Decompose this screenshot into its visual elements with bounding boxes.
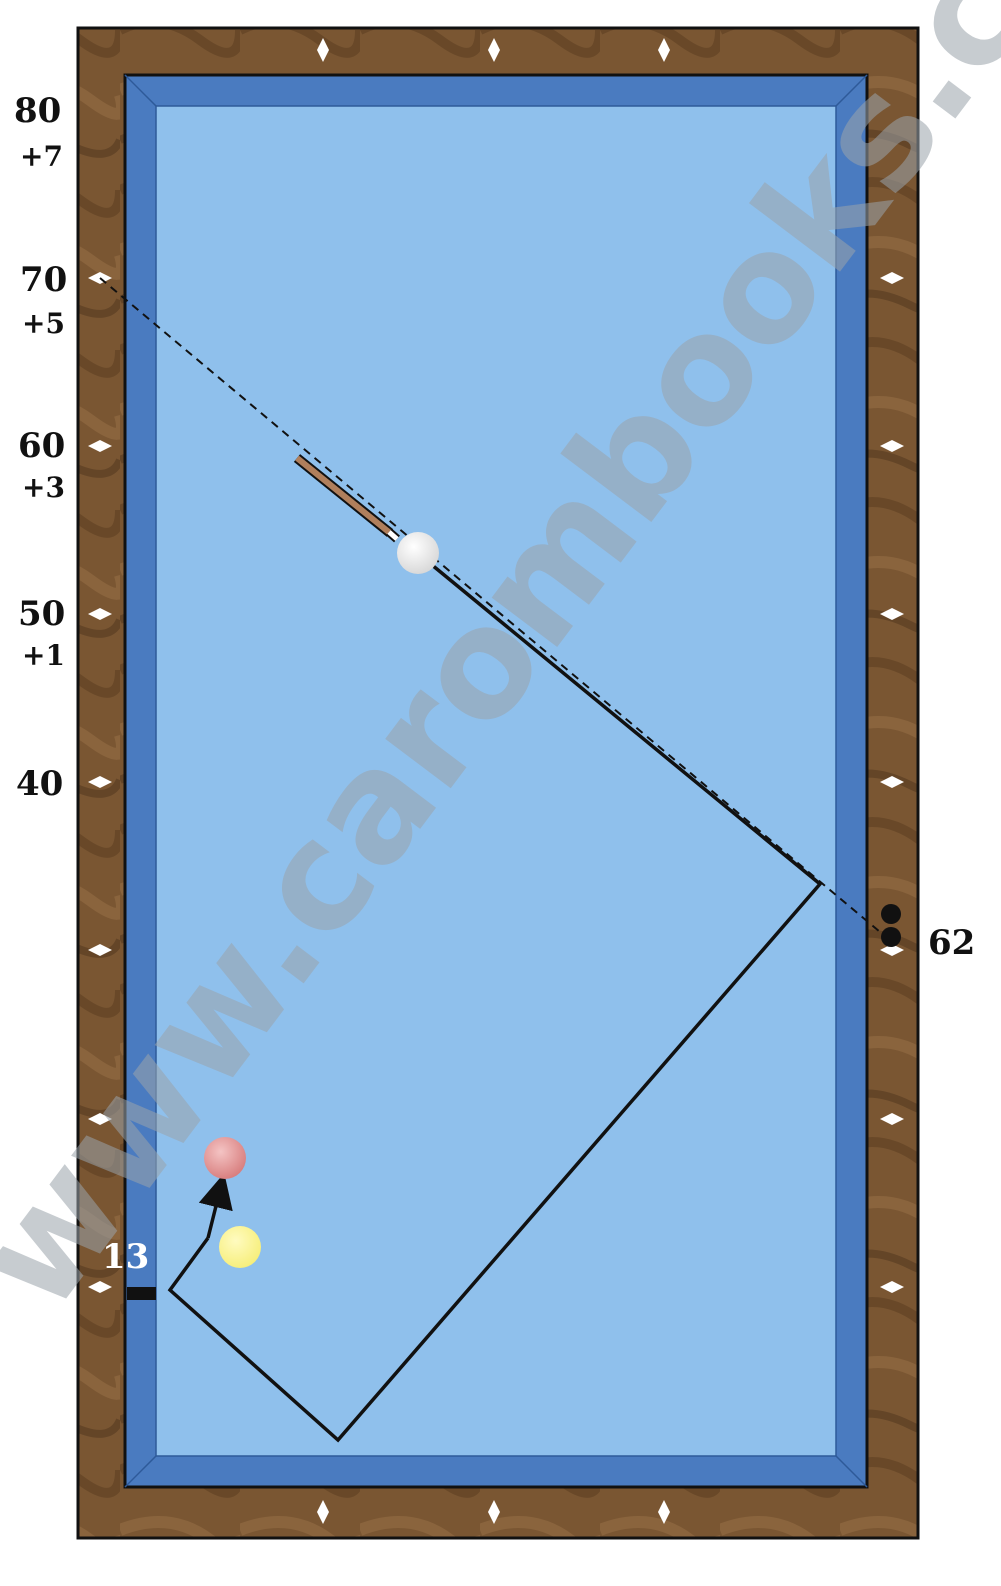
table-cloth bbox=[155, 105, 837, 1457]
diamond-right-3 bbox=[880, 608, 904, 620]
object-ball-red bbox=[204, 1137, 246, 1179]
cushion-bevels bbox=[124, 74, 868, 1488]
aim-line bbox=[99, 277, 893, 943]
diamond-left-2 bbox=[88, 440, 112, 452]
diamond-right-2 bbox=[880, 440, 904, 452]
diamond-label-70: 70 bbox=[20, 260, 67, 300]
diamond-sublabel-70: +5 bbox=[22, 307, 65, 340]
rail-contact-dot-1 bbox=[881, 904, 901, 924]
cue-ball bbox=[397, 532, 439, 574]
cue-ball-path bbox=[167, 563, 823, 1443]
diamond-top-2 bbox=[488, 38, 500, 62]
contact-point-label: 13 bbox=[102, 1237, 149, 1277]
diamond-right-6 bbox=[880, 1113, 904, 1125]
diamond-bottom-3 bbox=[658, 1500, 670, 1524]
diamond-label-80: 80 bbox=[14, 91, 61, 131]
path-arrow bbox=[198, 1173, 233, 1239]
diamond-bottom-1 bbox=[317, 1500, 329, 1524]
diamond-bottom-2 bbox=[488, 1500, 500, 1524]
diamond-top-3 bbox=[658, 38, 670, 62]
rail-diamonds bbox=[88, 38, 904, 1524]
diamond-label-60: 60 bbox=[18, 426, 65, 466]
left-cushion-marker bbox=[127, 1287, 156, 1300]
diamond-right-7 bbox=[880, 1281, 904, 1293]
rail-contact-dot-2 bbox=[881, 927, 901, 947]
diamond-right-5 bbox=[880, 944, 904, 956]
diamond-label-50: 50 bbox=[18, 594, 65, 634]
diamond-left-5 bbox=[88, 944, 112, 956]
diamond-sublabel-60: +3 bbox=[22, 471, 65, 504]
cue-stick bbox=[293, 454, 400, 543]
diamond-sublabel-80: +7 bbox=[20, 140, 63, 173]
diamond-left-6 bbox=[88, 1113, 112, 1125]
diamond-sublabel-50: +1 bbox=[22, 639, 65, 672]
diamond-right-4 bbox=[880, 776, 904, 788]
diamond-left-7 bbox=[88, 1281, 112, 1293]
object-ball-yellow bbox=[219, 1226, 261, 1268]
diamond-top-1 bbox=[317, 38, 329, 62]
right-diamond-label: 62 bbox=[928, 923, 975, 963]
diamond-left-3 bbox=[88, 608, 112, 620]
diamond-left-4 bbox=[88, 776, 112, 788]
diamond-right-1 bbox=[880, 272, 904, 284]
diamond-label-40: 40 bbox=[16, 764, 63, 804]
